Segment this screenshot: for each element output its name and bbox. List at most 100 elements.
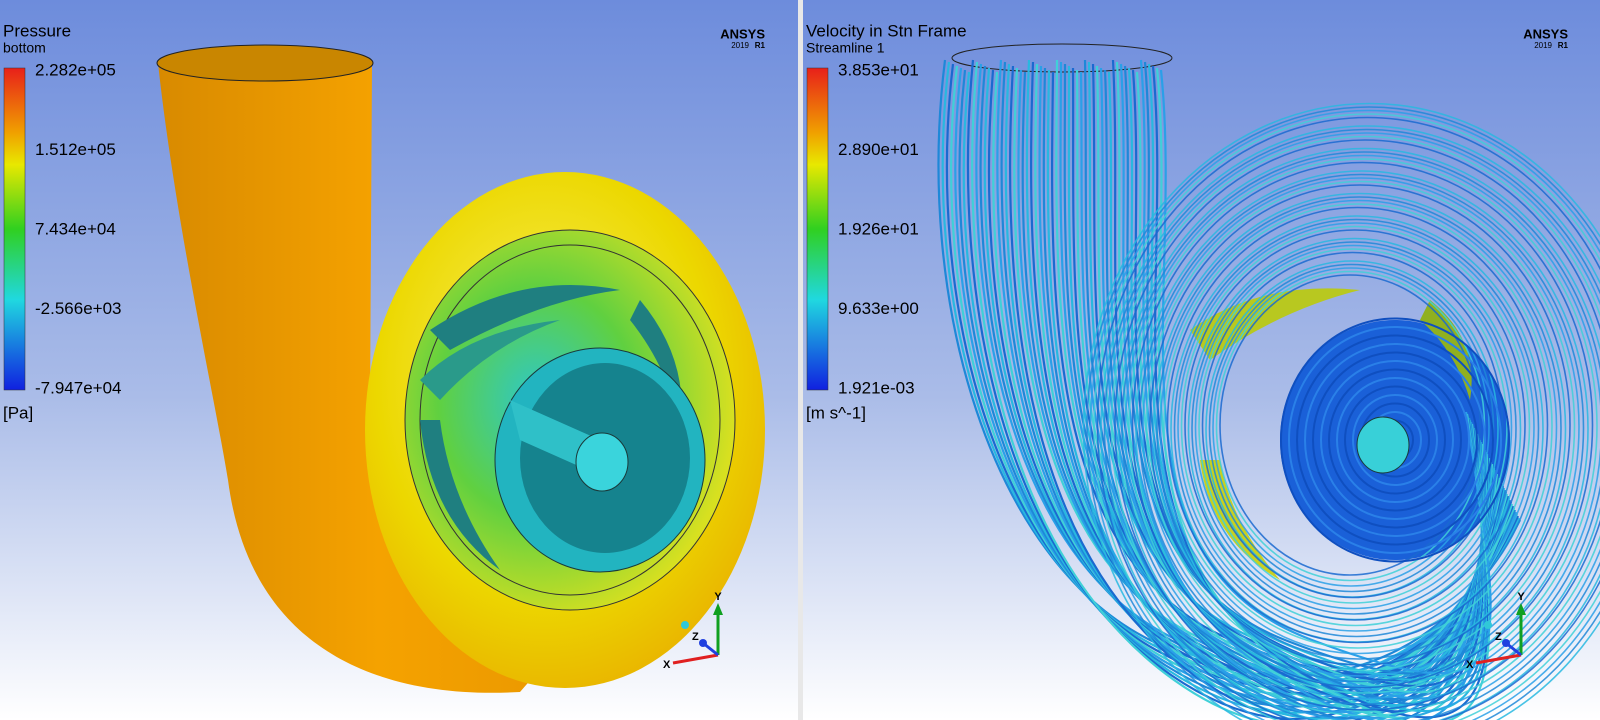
streamline bbox=[1288, 326, 1502, 554]
streamline bbox=[941, 61, 1520, 683]
streamline bbox=[1107, 132, 1600, 720]
streamline bbox=[1145, 180, 1576, 672]
axis-x bbox=[672, 653, 719, 665]
streamline bbox=[1131, 161, 1594, 689]
streamline bbox=[1149, 184, 1571, 666]
blade bbox=[430, 285, 620, 350]
axis-z-head bbox=[1502, 639, 1510, 647]
light-dot bbox=[1484, 621, 1492, 629]
streamline bbox=[1184, 229, 1526, 621]
streamline bbox=[1093, 113, 1600, 720]
streamlines bbox=[937, 43, 1600, 720]
legend-label: 3.853e+01 bbox=[838, 60, 919, 79]
legend-label: -7.947e+04 bbox=[35, 378, 122, 397]
axis-x-label: X bbox=[663, 659, 671, 671]
axis-z-label: Z bbox=[692, 631, 699, 643]
streamline bbox=[1110, 135, 1600, 717]
axis-y-label: Y bbox=[1517, 591, 1525, 603]
streamline bbox=[1177, 222, 1535, 632]
colorbar bbox=[3, 67, 26, 391]
eye-core bbox=[1356, 416, 1410, 474]
streamline bbox=[1095, 65, 1484, 688]
streamline bbox=[1086, 106, 1600, 720]
blade bbox=[1190, 288, 1360, 360]
legend-label: 2.282e+05 bbox=[35, 60, 116, 79]
blade bbox=[420, 320, 560, 400]
legend-label: 1.926e+01 bbox=[838, 219, 919, 238]
axis-y-head bbox=[713, 603, 723, 615]
legend-label: -2.566e+03 bbox=[35, 299, 122, 318]
streamline bbox=[1051, 71, 1495, 676]
logo-version: 2019 bbox=[1534, 41, 1552, 50]
streamline bbox=[1121, 151, 1600, 705]
streamline bbox=[1089, 109, 1600, 720]
pump-pressure bbox=[156, 44, 765, 693]
streamline bbox=[1128, 158, 1598, 694]
light-dot bbox=[681, 621, 689, 629]
blade bbox=[630, 300, 682, 430]
streamline bbox=[1159, 199, 1558, 655]
streamline bbox=[1328, 368, 1462, 512]
streamline bbox=[1142, 177, 1580, 677]
streamline bbox=[1312, 351, 1478, 529]
streamline bbox=[1096, 116, 1600, 720]
title: Pressure bbox=[3, 21, 71, 40]
logo-release: R1 bbox=[1558, 41, 1569, 50]
legend-unit: [m s^-1] bbox=[806, 403, 866, 422]
legend-label: 2.890e+01 bbox=[838, 140, 919, 159]
streamline bbox=[1166, 206, 1549, 644]
logo-name: ANSYS bbox=[720, 26, 765, 41]
streamline bbox=[979, 65, 1512, 683]
streamline bbox=[1201, 251, 1504, 599]
axis-z-label: Z bbox=[1495, 631, 1502, 643]
streamline bbox=[1163, 203, 1553, 649]
axis-x bbox=[1475, 653, 1522, 665]
streamline bbox=[1124, 154, 1600, 700]
streamline bbox=[1191, 241, 1517, 615]
streamline bbox=[1352, 394, 1438, 486]
streamline bbox=[1103, 128, 1600, 720]
axis-y-head bbox=[1516, 603, 1526, 615]
inlet-opening bbox=[156, 44, 374, 82]
streamline bbox=[1320, 360, 1470, 520]
streamline bbox=[1055, 59, 1494, 682]
subtitle: Streamline 1 bbox=[806, 40, 885, 56]
streamline bbox=[1180, 225, 1531, 627]
streamline bbox=[1082, 102, 1600, 720]
streamline bbox=[1156, 196, 1562, 660]
streamline bbox=[1304, 343, 1486, 537]
colorbar bbox=[806, 67, 829, 391]
streamline bbox=[1138, 173, 1585, 683]
streamline bbox=[1017, 69, 1503, 682]
divider bbox=[798, 0, 803, 720]
axis-x-label: X bbox=[1466, 659, 1474, 671]
subtitle: bottom bbox=[3, 40, 46, 56]
logo-release: R1 bbox=[755, 41, 766, 50]
axis-y-label: Y bbox=[714, 591, 722, 603]
streamline bbox=[1135, 71, 1486, 694]
axis-z-head bbox=[699, 639, 707, 647]
streamline bbox=[1194, 244, 1513, 610]
blade bbox=[420, 420, 500, 570]
streamline bbox=[1114, 139, 1600, 711]
streamline bbox=[1173, 218, 1540, 638]
streamline bbox=[1103, 69, 1484, 700]
streamline bbox=[1296, 334, 1494, 546]
streamline bbox=[1099, 67, 1484, 694]
logo-version: 2019 bbox=[731, 41, 749, 50]
legend-label: 9.633e+00 bbox=[838, 299, 919, 318]
legend-label: 1.921e-03 bbox=[838, 378, 915, 397]
logo-name: ANSYS bbox=[1523, 26, 1568, 41]
streamline bbox=[945, 63, 1519, 690]
streamline bbox=[1344, 385, 1446, 495]
streamline bbox=[1059, 61, 1493, 688]
streamline bbox=[1198, 248, 1508, 604]
title: Velocity in Stn Frame bbox=[806, 21, 967, 40]
streamline bbox=[1280, 317, 1510, 563]
streamline bbox=[1336, 377, 1454, 503]
streamline bbox=[1107, 71, 1483, 707]
legend-unit: [Pa] bbox=[3, 403, 33, 422]
shaft bbox=[575, 432, 629, 492]
streamline bbox=[1100, 125, 1600, 720]
